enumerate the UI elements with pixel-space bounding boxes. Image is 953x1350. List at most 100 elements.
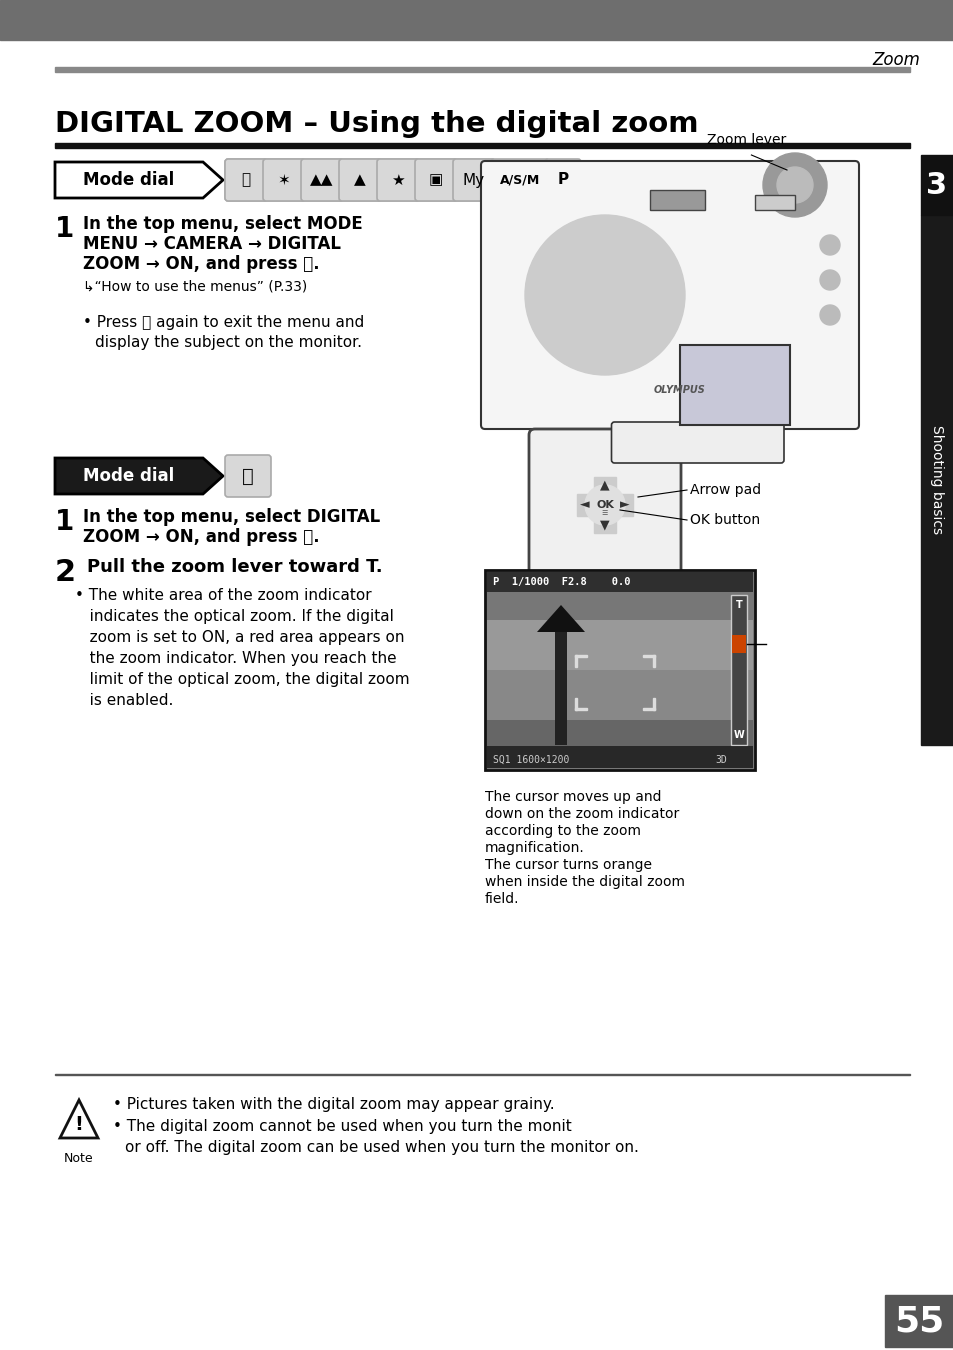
Text: 3: 3 xyxy=(925,170,946,200)
Text: ☰: ☰ xyxy=(601,510,607,516)
Bar xyxy=(754,194,794,211)
Text: DIGITAL ZOOM – Using the digital zoom: DIGITAL ZOOM – Using the digital zoom xyxy=(55,109,698,138)
Bar xyxy=(575,707,586,710)
Text: OLYMPUS: OLYMPUS xyxy=(654,385,705,396)
Text: ZOOM → ON, and press Ⓝ.: ZOOM → ON, and press Ⓝ. xyxy=(83,528,319,545)
FancyBboxPatch shape xyxy=(415,159,456,201)
Bar xyxy=(486,720,752,768)
Circle shape xyxy=(820,270,840,290)
Text: OK button: OK button xyxy=(689,513,760,526)
Bar xyxy=(594,477,616,533)
Text: Mode dial: Mode dial xyxy=(83,467,174,485)
Bar xyxy=(575,655,577,667)
Circle shape xyxy=(537,227,672,363)
FancyBboxPatch shape xyxy=(376,159,418,201)
Text: ZOOM → ON, and press Ⓝ.: ZOOM → ON, and press Ⓝ. xyxy=(83,255,319,273)
Bar xyxy=(679,346,789,425)
FancyBboxPatch shape xyxy=(491,159,548,201)
Text: The cursor moves up and: The cursor moves up and xyxy=(484,790,660,805)
Text: ▲▲: ▲▲ xyxy=(310,173,334,188)
FancyBboxPatch shape xyxy=(225,159,267,201)
Text: ▼: ▼ xyxy=(599,518,609,532)
FancyBboxPatch shape xyxy=(544,159,580,201)
Bar xyxy=(486,572,752,593)
Polygon shape xyxy=(55,162,223,198)
FancyBboxPatch shape xyxy=(263,159,305,201)
Text: ▲: ▲ xyxy=(354,173,366,188)
FancyBboxPatch shape xyxy=(453,159,495,201)
Text: Pull the zoom lever toward T.: Pull the zoom lever toward T. xyxy=(87,558,382,576)
Bar xyxy=(486,747,752,768)
FancyBboxPatch shape xyxy=(453,159,495,201)
Polygon shape xyxy=(537,605,584,632)
Bar xyxy=(486,670,752,720)
Text: P: P xyxy=(557,173,568,188)
Text: SQ1 1600×1200: SQ1 1600×1200 xyxy=(493,755,569,765)
Circle shape xyxy=(550,240,659,350)
Circle shape xyxy=(776,167,812,202)
FancyBboxPatch shape xyxy=(263,159,305,201)
Bar xyxy=(884,1295,953,1347)
Bar xyxy=(642,655,655,657)
Circle shape xyxy=(564,255,644,335)
FancyBboxPatch shape xyxy=(338,159,380,201)
Bar xyxy=(55,143,909,148)
Text: OK: OK xyxy=(596,500,614,510)
Text: W: W xyxy=(733,730,743,740)
Text: ►: ► xyxy=(619,498,629,512)
Text: ▲: ▲ xyxy=(599,478,609,491)
Text: indicates the optical zoom. If the digital: indicates the optical zoom. If the digit… xyxy=(75,609,394,624)
FancyBboxPatch shape xyxy=(301,159,343,201)
Bar xyxy=(730,595,746,745)
Text: ↳“How to use the menus” (P.33): ↳“How to use the menus” (P.33) xyxy=(83,279,307,294)
Text: ◄: ◄ xyxy=(579,498,589,512)
Bar xyxy=(575,698,577,710)
Text: according to the zoom: according to the zoom xyxy=(484,824,640,838)
Bar xyxy=(555,625,566,745)
Bar xyxy=(486,707,752,768)
Text: • Press Ⓝ again to exit the menu and: • Press Ⓝ again to exit the menu and xyxy=(83,315,364,329)
Text: In the top menu, select DIGITAL: In the top menu, select DIGITAL xyxy=(83,508,380,526)
FancyBboxPatch shape xyxy=(415,159,456,201)
Bar xyxy=(652,655,655,667)
Text: Zoom lever: Zoom lever xyxy=(706,134,785,147)
Text: Note: Note xyxy=(64,1152,93,1165)
Bar xyxy=(55,68,909,72)
Text: limit of the optical zoom, the digital zoom: limit of the optical zoom, the digital z… xyxy=(75,672,409,687)
Text: 1: 1 xyxy=(55,508,74,536)
FancyBboxPatch shape xyxy=(301,159,343,201)
Polygon shape xyxy=(55,458,223,494)
Bar xyxy=(642,707,655,710)
Text: zoom is set to ON, a red area appears on: zoom is set to ON, a red area appears on xyxy=(75,630,404,645)
Text: Zoom: Zoom xyxy=(871,51,919,69)
Circle shape xyxy=(820,235,840,255)
Text: down on the zoom indicator: down on the zoom indicator xyxy=(484,807,679,821)
Text: when inside the digital zoom: when inside the digital zoom xyxy=(484,875,684,890)
Text: display the subject on the monitor.: display the subject on the monitor. xyxy=(95,335,361,350)
Text: Shooting basics: Shooting basics xyxy=(929,425,943,535)
Text: Arrow pad: Arrow pad xyxy=(689,483,760,497)
Text: 2: 2 xyxy=(55,558,76,587)
Text: the zoom indicator. When you reach the: the zoom indicator. When you reach the xyxy=(75,651,396,666)
Text: ▣: ▣ xyxy=(428,173,443,188)
FancyBboxPatch shape xyxy=(338,159,380,201)
FancyBboxPatch shape xyxy=(480,161,858,429)
FancyBboxPatch shape xyxy=(225,455,271,497)
Bar xyxy=(920,155,953,215)
Circle shape xyxy=(820,305,840,325)
Bar xyxy=(484,570,754,769)
Text: !: ! xyxy=(74,1115,83,1134)
Text: 📹: 📹 xyxy=(242,467,253,486)
Text: field.: field. xyxy=(484,892,519,906)
Bar xyxy=(652,698,655,710)
Text: 3D: 3D xyxy=(714,755,726,765)
Bar xyxy=(486,620,752,670)
Circle shape xyxy=(579,270,629,320)
Text: • The digital zoom cannot be used when you turn the monit: • The digital zoom cannot be used when y… xyxy=(112,1119,571,1134)
Text: ⛹: ⛹ xyxy=(241,173,251,188)
Text: P  1/1000  F2.8    0.0: P 1/1000 F2.8 0.0 xyxy=(493,576,630,587)
Bar xyxy=(920,215,953,745)
Bar xyxy=(649,190,704,211)
Polygon shape xyxy=(60,1100,98,1138)
Text: In the top menu, select MODE: In the top menu, select MODE xyxy=(83,215,362,234)
